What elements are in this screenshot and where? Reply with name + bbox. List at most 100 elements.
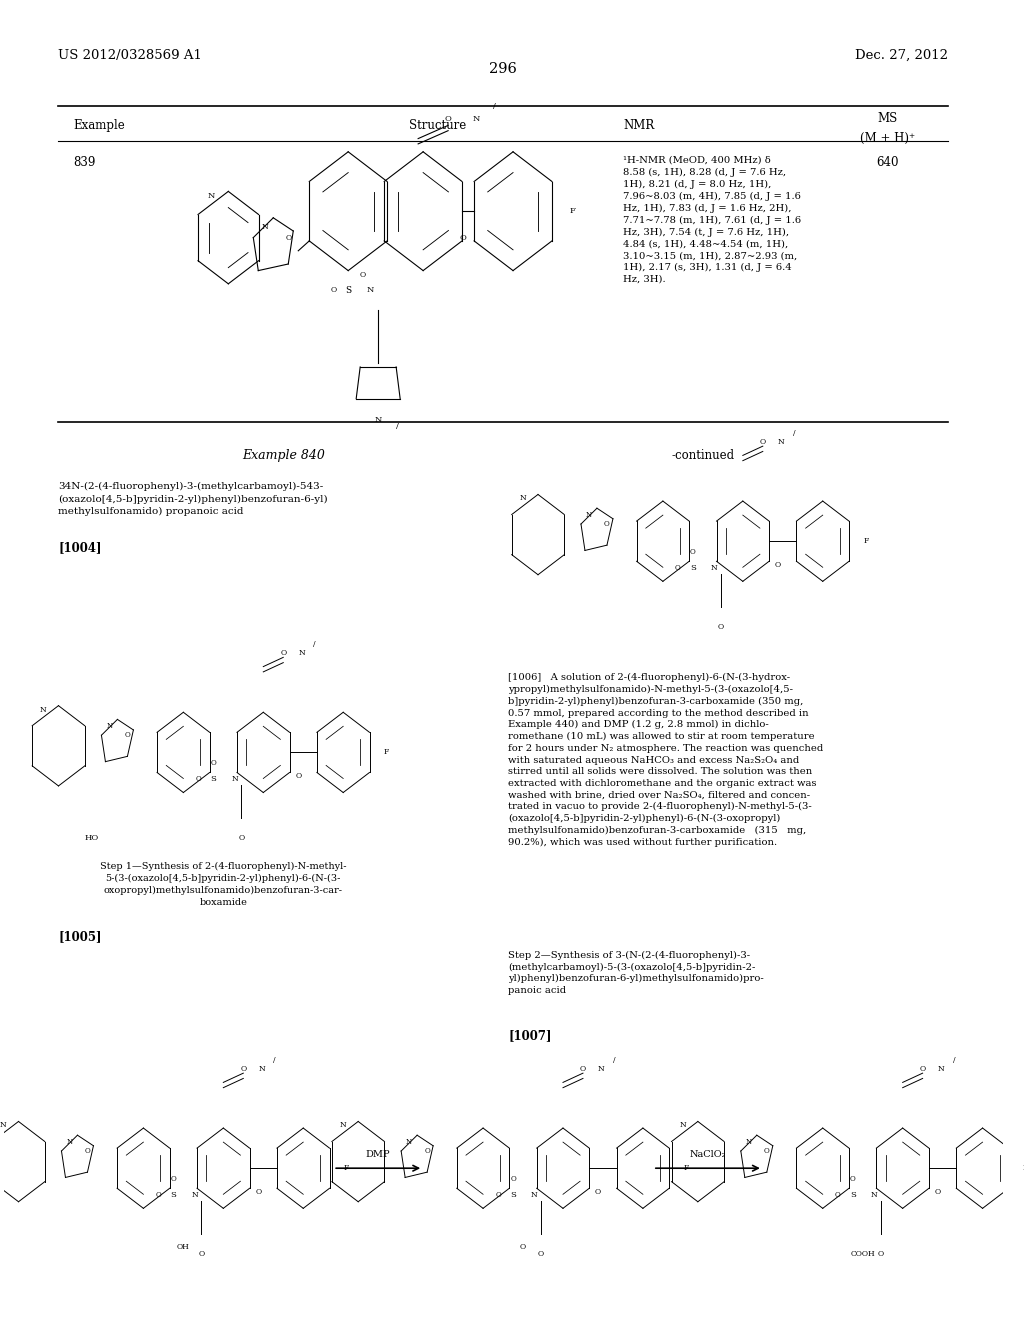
Text: O: O [125, 731, 130, 739]
Text: O: O [460, 234, 467, 242]
Text: O: O [595, 1188, 601, 1196]
Text: O: O [520, 1243, 526, 1251]
Text: 839: 839 [74, 156, 96, 169]
Text: N: N [298, 649, 305, 657]
Text: O: O [675, 564, 681, 572]
Text: Step 2—Synthesis of 3-(N-(2-(4-fluorophenyl)-3-
(methylcarbamoyl)-5-(3-(oxazolo[: Step 2—Synthesis of 3-(N-(2-(4-fluorophe… [508, 950, 764, 995]
Text: /: / [313, 640, 315, 648]
Text: HO: HO [84, 834, 98, 842]
Text: O: O [538, 1250, 544, 1258]
Text: O: O [718, 623, 724, 631]
Text: O: O [444, 115, 452, 123]
Text: O: O [330, 286, 336, 294]
Text: O: O [281, 649, 287, 657]
Text: O: O [496, 1191, 501, 1199]
Text: F: F [570, 207, 575, 215]
Text: N: N [586, 511, 592, 519]
Text: N: N [191, 1191, 198, 1199]
Text: O: O [156, 1191, 161, 1199]
Text: /: / [396, 422, 399, 430]
Text: N: N [262, 223, 268, 231]
Text: O: O [835, 1191, 841, 1199]
Text: F: F [1023, 1164, 1024, 1172]
Text: O: O [775, 561, 781, 569]
Text: O: O [170, 1175, 176, 1183]
Text: DMP: DMP [366, 1150, 390, 1159]
Text: OH: OH [177, 1243, 189, 1251]
Text: N: N [598, 1065, 605, 1073]
Text: /: / [494, 102, 496, 110]
Text: [1006]   A solution of 2-(4-fluorophenyl)-6-(N-(3-hydrox-
ypropyl)methylsulfonam: [1006] A solution of 2-(4-fluorophenyl)-… [508, 673, 823, 847]
Text: /: / [952, 1056, 955, 1064]
Text: S: S [850, 1191, 856, 1199]
Text: ¹H-NMR (MeOD, 400 MHz) δ
8.58 (s, 1H), 8.28 (d, J = 7.6 Hz,
1H), 8.21 (d, J = 8.: ¹H-NMR (MeOD, 400 MHz) δ 8.58 (s, 1H), 8… [623, 156, 801, 284]
Text: Dec. 27, 2012: Dec. 27, 2012 [855, 49, 947, 62]
Text: 34N-(2-(4-fluorophenyl)-3-(methylcarbamoyl)-543-
(oxazolo[4,5-b]pyridin-2-yl)phe: 34N-(2-(4-fluorophenyl)-3-(methylcarbamo… [58, 482, 328, 516]
Text: 640: 640 [877, 156, 899, 169]
Text: Example 840: Example 840 [242, 449, 325, 462]
Text: O: O [920, 1065, 926, 1073]
Text: N: N [375, 416, 382, 424]
Text: N: N [207, 191, 214, 201]
Text: O: O [360, 271, 367, 279]
Text: O: O [760, 438, 766, 446]
Text: Step 1—Synthesis of 2-(4-fluorophenyl)-N-methyl-
5-(3-(oxazolo[4,5-b]pyridin-2-y: Step 1—Synthesis of 2-(4-fluorophenyl)-N… [100, 862, 346, 907]
Text: -continued: -continued [672, 449, 734, 462]
Text: /: / [613, 1056, 615, 1064]
Text: S: S [345, 286, 351, 294]
Text: O: O [255, 1188, 261, 1196]
Text: O: O [295, 772, 301, 780]
Text: S: S [690, 564, 695, 572]
Text: COOH: COOH [850, 1250, 876, 1258]
Text: /: / [793, 429, 796, 437]
Text: N: N [340, 1122, 346, 1130]
Text: US 2012/0328569 A1: US 2012/0328569 A1 [58, 49, 203, 62]
Text: N: N [473, 115, 480, 123]
Text: N: N [231, 775, 238, 783]
Text: O: O [878, 1250, 884, 1258]
Text: O: O [580, 1065, 586, 1073]
Text: N: N [106, 722, 113, 730]
Text: [1004]: [1004] [58, 541, 102, 554]
Text: O: O [239, 834, 245, 842]
Text: MS: MS [878, 112, 898, 125]
Text: F: F [384, 748, 389, 756]
Text: N: N [938, 1065, 944, 1073]
Text: O: O [604, 520, 610, 528]
Text: N: N [258, 1065, 265, 1073]
Text: O: O [241, 1065, 247, 1073]
Text: N: N [407, 1138, 413, 1146]
Text: O: O [211, 759, 216, 767]
Text: O: O [935, 1188, 941, 1196]
Text: O: O [286, 234, 291, 242]
Text: N: N [531, 1191, 538, 1199]
Text: [1007]: [1007] [508, 1030, 552, 1043]
Text: F: F [863, 537, 868, 545]
Text: O: O [85, 1147, 90, 1155]
Text: O: O [764, 1147, 770, 1155]
Text: N: N [519, 495, 526, 503]
Text: N: N [711, 564, 718, 572]
Text: NMR: NMR [623, 119, 654, 132]
Text: N: N [870, 1191, 878, 1199]
Text: S: S [210, 775, 216, 783]
Text: (M + H)⁺: (M + H)⁺ [860, 132, 915, 145]
Text: [1005]: [1005] [58, 931, 102, 944]
Text: O: O [510, 1175, 516, 1183]
Text: N: N [679, 1122, 686, 1130]
Text: N: N [67, 1138, 73, 1146]
Text: O: O [424, 1147, 430, 1155]
Text: N: N [0, 1122, 7, 1130]
Text: O: O [690, 548, 695, 556]
Text: N: N [745, 1138, 752, 1146]
Text: S: S [510, 1191, 516, 1199]
Text: N: N [40, 706, 47, 714]
Text: NaClO₂: NaClO₂ [689, 1150, 726, 1159]
Text: S: S [170, 1191, 176, 1199]
Text: F: F [683, 1164, 688, 1172]
Text: /: / [273, 1056, 275, 1064]
Text: O: O [196, 775, 202, 783]
Text: N: N [778, 438, 784, 446]
Text: 296: 296 [489, 62, 517, 77]
Text: F: F [344, 1164, 349, 1172]
